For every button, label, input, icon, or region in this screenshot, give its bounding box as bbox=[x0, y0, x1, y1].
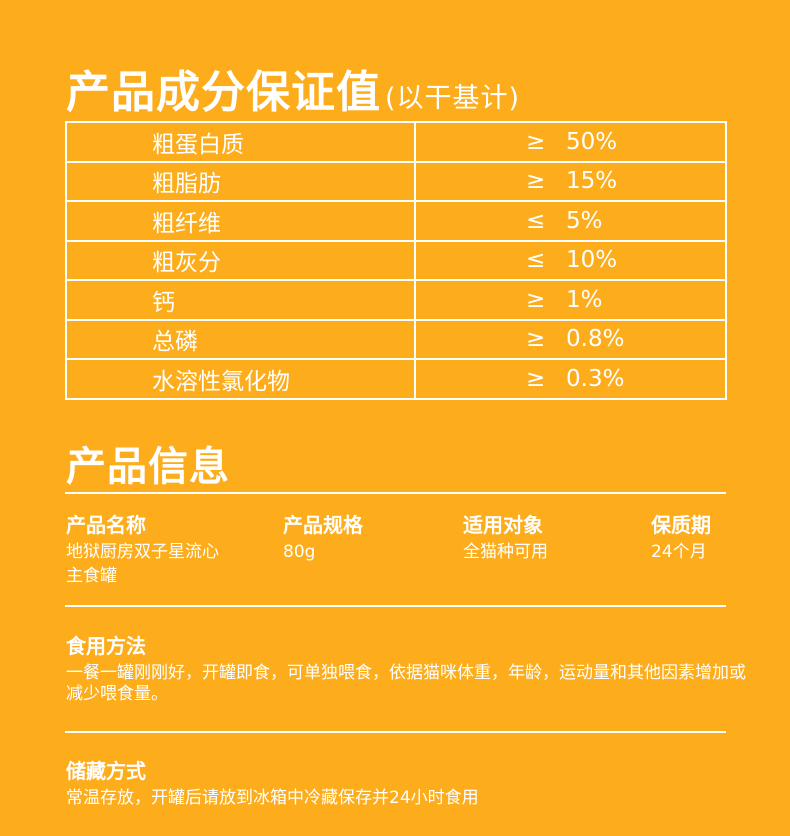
nutrient-value: 0.3% bbox=[566, 365, 625, 392]
table-row: 水溶性氯化物 ≥0.3% bbox=[65, 358, 727, 400]
nutrient-label: 钙 bbox=[65, 279, 416, 321]
nutrient-label: 水溶性氯化物 bbox=[65, 358, 416, 400]
page-title: 产品成分保证值 (以干基计) bbox=[66, 56, 520, 120]
table-row: 粗灰分 ≤10% bbox=[65, 239, 727, 281]
comparison-symbol: ≤ bbox=[526, 207, 546, 234]
nutrient-value: 5% bbox=[566, 207, 603, 234]
nutrient-label: 总磷 bbox=[65, 318, 416, 360]
info-value: 80g bbox=[283, 542, 316, 562]
storage-header: 储藏方式 bbox=[66, 759, 146, 783]
nutrient-label: 粗脂肪 bbox=[65, 160, 416, 202]
info-header: 保质期 bbox=[651, 513, 711, 537]
storage-text: 常温存放，开罐后请放到冰箱中冷藏保存并24小时食用 bbox=[66, 788, 479, 808]
nutrient-value: 10% bbox=[566, 247, 618, 274]
usage-header: 食用方法 bbox=[66, 634, 146, 658]
comparison-symbol: ≥ bbox=[526, 326, 546, 353]
table-row: 总磷 ≥0.8% bbox=[65, 318, 727, 360]
info-name: 产品名称地狱厨房双子星流心主食罐 bbox=[66, 512, 226, 588]
divider bbox=[65, 605, 726, 607]
info-spec: 产品规格 80g bbox=[283, 512, 363, 564]
info-title: 产品信息 bbox=[66, 444, 230, 490]
title-text: 产品成分保证值 bbox=[66, 67, 381, 118]
info-header: 适用对象 bbox=[463, 513, 543, 537]
table-row: 粗蛋白质 ≥50% bbox=[65, 121, 727, 163]
info-value: 24个月 bbox=[651, 542, 707, 562]
comparison-symbol: ≥ bbox=[526, 128, 546, 155]
comparison-symbol: ≥ bbox=[526, 168, 546, 195]
info-header: 产品规格 bbox=[283, 513, 363, 537]
usage-text: 一餐一罐刚刚好，开罐即食，可单独喂食，依据猫咪体重，年龄，运动量和其他因素增加或… bbox=[66, 663, 746, 704]
nutrition-table: 粗蛋白质 ≥50% 粗脂肪 ≥15% 粗纤维 ≤5% 粗灰分 ≤10% 钙 ≥1% 总磷 ≥0.8% 水… bbox=[65, 121, 727, 400]
nutrient-value: 0.8% bbox=[566, 326, 625, 353]
table-row: 粗纤维 ≤5% bbox=[65, 200, 727, 242]
nutrient-value: 15% bbox=[566, 168, 618, 195]
comparison-symbol: ≥ bbox=[526, 365, 546, 392]
title-note: (以干基计) bbox=[385, 83, 521, 114]
info-shelf-life: 保质期 24个月 bbox=[651, 512, 711, 564]
usage-section: 食用方法一餐一罐刚刚好，开罐即食，可单独喂食，依据猫咪体重，年龄，运动量和其他因… bbox=[66, 633, 746, 705]
divider bbox=[65, 731, 726, 733]
nutrient-value-cell: ≥1% bbox=[414, 279, 727, 321]
info-value: 地狱厨房双子星流心主食罐 bbox=[66, 542, 219, 586]
comparison-symbol: ≥ bbox=[526, 286, 546, 313]
table-row: 粗脂肪 ≥15% bbox=[65, 160, 727, 202]
info-header: 产品名称 bbox=[66, 513, 146, 537]
nutrient-value-cell: ≥0.3% bbox=[414, 358, 727, 400]
nutrient-value: 50% bbox=[566, 128, 618, 155]
storage-section: 储藏方式常温存放，开罐后请放到冰箱中冷藏保存并24小时食用 bbox=[66, 758, 746, 809]
comparison-symbol: ≤ bbox=[526, 247, 546, 274]
nutrient-label: 粗纤维 bbox=[65, 200, 416, 242]
nutrient-value-cell: ≥15% bbox=[414, 160, 727, 202]
nutrient-value-cell: ≤5% bbox=[414, 200, 727, 242]
table-row: 钙 ≥1% bbox=[65, 279, 727, 321]
divider bbox=[65, 492, 726, 494]
nutrient-value-cell: ≥0.8% bbox=[414, 318, 727, 360]
nutrient-value: 1% bbox=[566, 286, 603, 313]
nutrient-label: 粗灰分 bbox=[65, 239, 416, 281]
info-target: 适用对象 全猫种可用 bbox=[463, 512, 548, 564]
nutrient-value-cell: ≤10% bbox=[414, 239, 727, 281]
info-value: 全猫种可用 bbox=[463, 542, 548, 562]
nutrient-label: 粗蛋白质 bbox=[65, 121, 416, 163]
nutrient-value-cell: ≥50% bbox=[414, 121, 727, 163]
